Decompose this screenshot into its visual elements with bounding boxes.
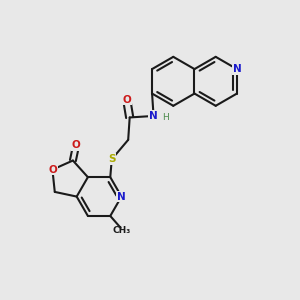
Text: H: H bbox=[162, 113, 169, 122]
Text: N: N bbox=[117, 192, 126, 202]
Text: N: N bbox=[149, 111, 158, 121]
Text: O: O bbox=[72, 140, 80, 150]
Text: O: O bbox=[122, 94, 131, 104]
Text: N: N bbox=[232, 64, 241, 74]
Text: O: O bbox=[48, 165, 57, 175]
Text: S: S bbox=[108, 154, 116, 164]
Text: CH₃: CH₃ bbox=[112, 226, 130, 236]
